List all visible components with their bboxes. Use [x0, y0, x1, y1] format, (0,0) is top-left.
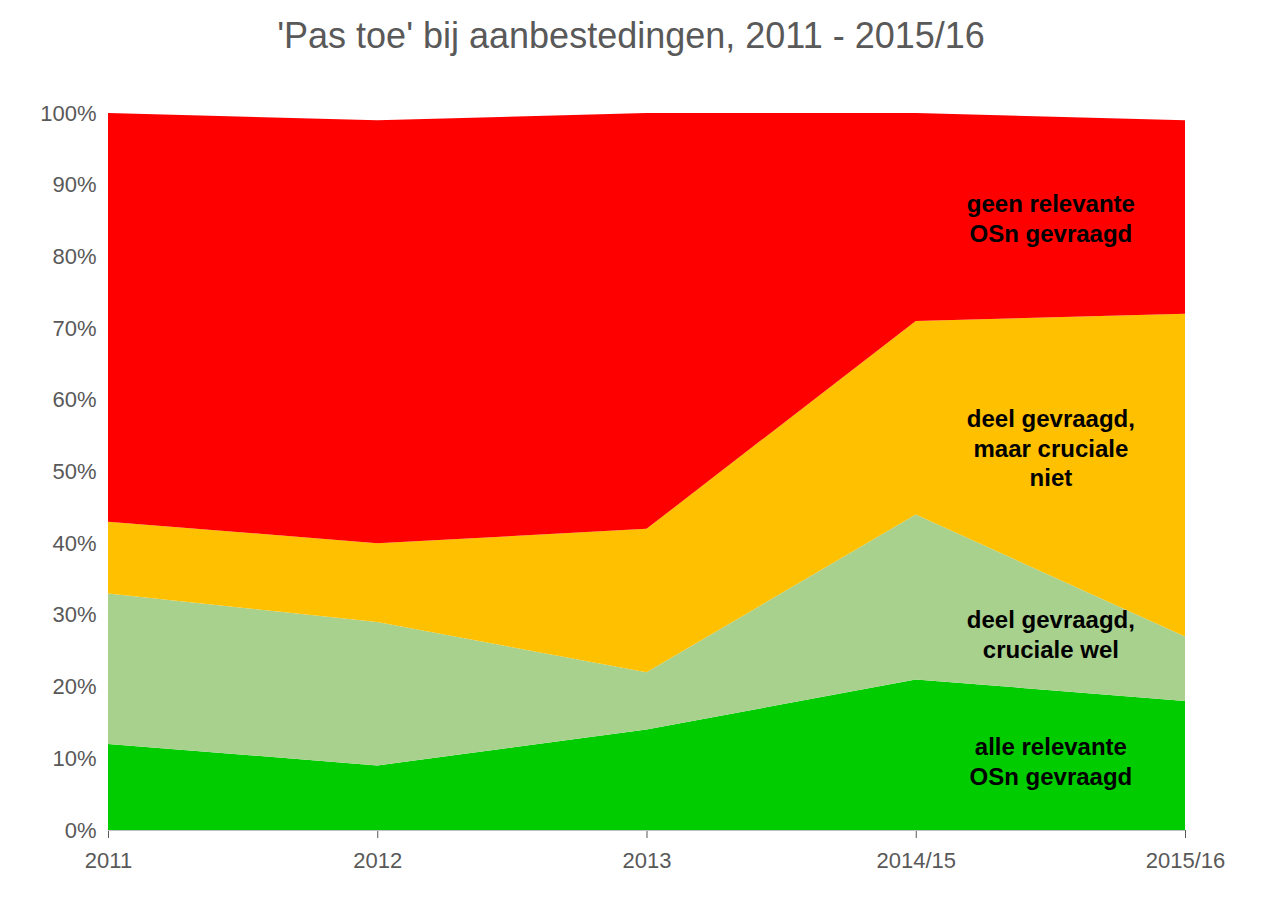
svg-text:2015/16: 2015/16	[1146, 848, 1226, 873]
svg-text:2011: 2011	[85, 848, 132, 873]
svg-text:40%: 40%	[52, 531, 96, 556]
svg-text:deel gevraagd,maar crucialenie: deel gevraagd,maar crucialeniet	[967, 405, 1135, 492]
svg-text:50%: 50%	[52, 459, 96, 484]
svg-text:100%: 100%	[40, 101, 96, 126]
svg-text:10%: 10%	[52, 746, 96, 771]
svg-text:60%: 60%	[52, 387, 96, 412]
svg-text:deel gevraagd,cruciale wel: deel gevraagd,cruciale wel	[967, 606, 1135, 663]
svg-text:geen relevanteOSn gevraagd: geen relevanteOSn gevraagd	[967, 190, 1135, 247]
svg-text:2014/15: 2014/15	[876, 848, 956, 873]
svg-text:2012: 2012	[353, 848, 402, 873]
svg-text:90%: 90%	[52, 172, 96, 197]
svg-text:70%: 70%	[52, 316, 96, 341]
svg-text:2013: 2013	[623, 848, 672, 873]
svg-text:20%: 20%	[52, 674, 96, 699]
svg-text:30%: 30%	[52, 602, 96, 627]
svg-text:80%: 80%	[52, 244, 96, 269]
svg-text:alle relevanteOSn gevraagd: alle relevanteOSn gevraagd	[970, 733, 1133, 790]
html-text:'Pas toe' bij aanbestedingen,: 'Pas toe' bij aanbestedingen, 2011 - 201…	[277, 15, 985, 56]
svg-text:0%: 0%	[65, 818, 97, 843]
